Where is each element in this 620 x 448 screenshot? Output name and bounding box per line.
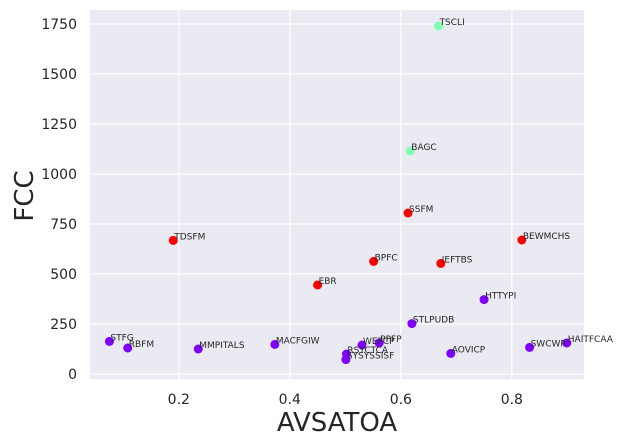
- point-label: RBFM: [129, 340, 154, 350]
- point-label: STFG: [110, 333, 133, 343]
- scatter-point: [436, 258, 446, 268]
- scatter-point: [369, 256, 379, 266]
- point-label: STLPUDB: [413, 316, 454, 326]
- point-label: BEWMCHS: [523, 232, 571, 242]
- point-label: IEFTBS: [442, 255, 473, 265]
- plot-background: [90, 10, 584, 379]
- y-tick-label: 250: [50, 317, 77, 333]
- scatter-point: [525, 342, 535, 352]
- point-label: TDSFM: [173, 232, 205, 242]
- y-tick-label: 1750: [41, 17, 77, 33]
- point-label: WEFCP: [363, 337, 395, 347]
- y-tick-label: 0: [68, 367, 77, 383]
- point-label: SWCWR: [531, 339, 567, 349]
- point-label: MACFGIW: [276, 336, 320, 346]
- point-label: RSYCTCA: [347, 346, 389, 356]
- point-label: EBR: [319, 277, 337, 287]
- y-tick-label: 1000: [41, 167, 77, 183]
- scatter-point: [313, 280, 323, 290]
- y-tick-label: 1250: [41, 117, 77, 133]
- x-tick-label: 0.2: [168, 392, 190, 408]
- scatter-point: [341, 355, 351, 365]
- point-labels: TSCLI BAGC SSFM TDSFM BEWMCHS BPFC IEFTBS EBR HT…: [110, 18, 613, 362]
- scatter-point: [104, 336, 114, 346]
- x-tick-label: 0.8: [501, 392, 523, 408]
- point-label: AOVICP: [452, 345, 486, 355]
- x-tick-label: 0.4: [279, 392, 301, 408]
- x-axis-title: AVSATOA: [277, 408, 398, 438]
- point-label: BPFC: [375, 253, 398, 263]
- tick-labels: 0.2 0.4 0.6 0.8 0 250 500 750 1000 1250 1500 1750: [41, 17, 523, 408]
- scatter-point: [434, 21, 444, 31]
- grid-lines: [90, 10, 584, 379]
- point-label: MMPITALS: [199, 341, 245, 351]
- scatter-point: [562, 338, 572, 348]
- y-axis-title: FCC: [10, 170, 40, 221]
- scatter-point: [168, 235, 178, 245]
- scatter-point: [479, 295, 489, 305]
- point-label: BAGC: [411, 143, 436, 153]
- scatter-point: [123, 343, 133, 353]
- y-tick-label: 500: [50, 267, 77, 283]
- scatter-point: [403, 208, 413, 218]
- scatter-point: [270, 339, 280, 349]
- point-label: HAITFCAA: [568, 335, 614, 345]
- point-label: SSFM: [409, 205, 433, 215]
- y-tick-label: 1500: [41, 67, 77, 83]
- data-points: [104, 21, 572, 365]
- point-label: TSCLI: [439, 18, 465, 28]
- scatter-point: [193, 344, 203, 354]
- scatter-point: [357, 340, 367, 350]
- scatter-point: [407, 319, 417, 329]
- scatter-point: [374, 338, 384, 348]
- x-tick-label: 0.6: [390, 392, 412, 408]
- scatter-point: [517, 235, 527, 245]
- point-label: HTTYPI: [485, 292, 516, 302]
- point-label: SYSYSSISF: [347, 352, 394, 362]
- point-label: PPFP: [380, 335, 402, 345]
- y-tick-label: 750: [50, 217, 77, 233]
- scatter-point: [405, 146, 415, 156]
- scatter-point: [446, 348, 456, 358]
